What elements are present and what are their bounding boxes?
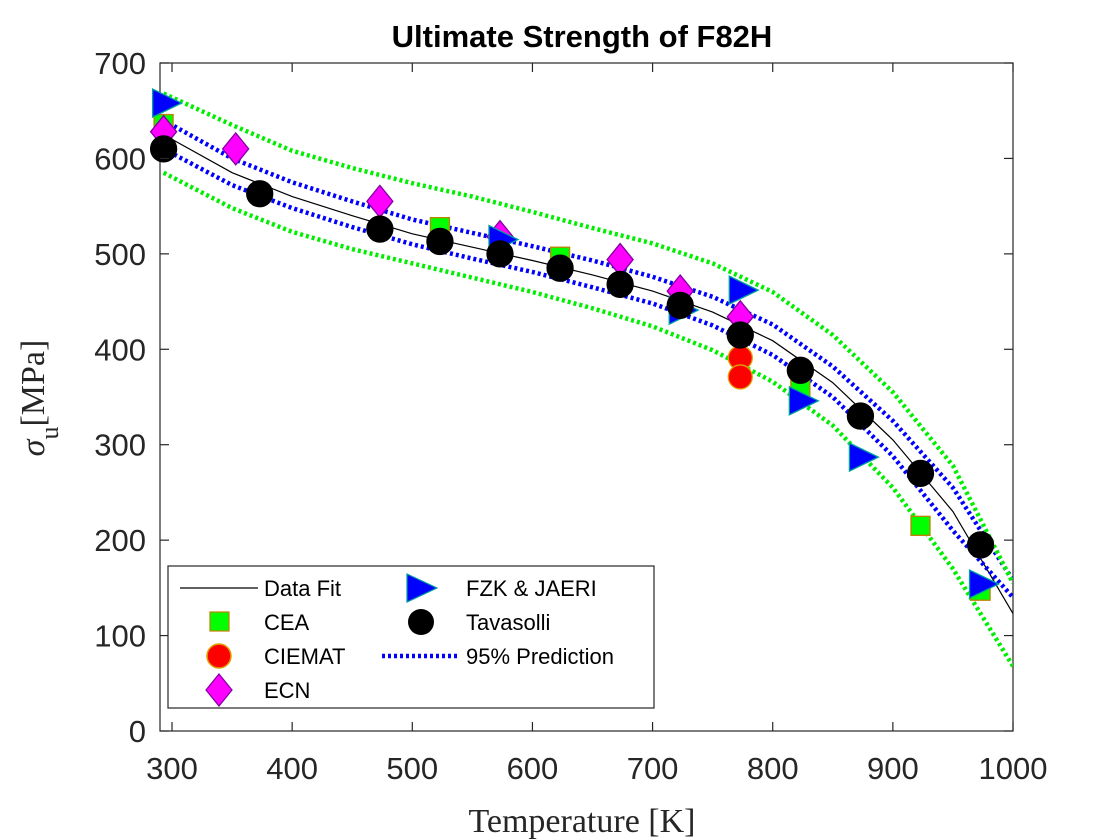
data-point-tavasolli [546, 254, 574, 282]
x-tick-label: 900 [867, 751, 919, 786]
data-point-tavasolli [846, 402, 875, 430]
x-tick-label: 700 [627, 751, 679, 786]
data-point-fzk-jaeri [848, 442, 880, 473]
data-point-ciemat [727, 364, 753, 390]
y-tick-label: 700 [94, 46, 146, 81]
legend-swatch-ciemat [206, 643, 232, 669]
y-axis: 0 100 200 300 400 500 600 700 [94, 46, 1013, 749]
y-tick-label: 600 [94, 141, 146, 176]
legend-label-fzk-jaeri: FZK & JAERI [466, 576, 597, 601]
data-point-fzk-jaeri [968, 569, 1001, 600]
data-point-tavasolli [606, 270, 634, 299]
data-point-fzk-jaeri [788, 385, 820, 416]
legend-swatch-tavasolli [408, 609, 434, 635]
y-tick-label: 500 [94, 237, 146, 272]
series-tavasolli [149, 135, 995, 559]
data-point-fzk-jaeri [728, 275, 760, 306]
fit-line-95-prediction [162, 118, 1013, 582]
y-axis-label: σu[MPa] [15, 340, 64, 457]
legend-swatch-cea [209, 611, 230, 632]
legend-label-data-fit: Data Fit [264, 576, 341, 601]
fit-line-band-3 [162, 91, 1013, 585]
data-point-ecn [221, 131, 250, 166]
data-point-tavasolli [366, 215, 394, 243]
data-point-tavasolli [246, 180, 274, 208]
y-tick-label: 400 [94, 332, 146, 367]
y-tick-label: 200 [94, 523, 146, 558]
y-axis-label-symbol: σ [15, 438, 52, 456]
series-ciemat [727, 345, 753, 390]
x-tick-label: 600 [507, 751, 559, 786]
x-tick-label: 400 [266, 751, 318, 786]
data-point-fzk-jaeri [151, 88, 184, 119]
legend-label-ciemat: CIEMAT [264, 644, 345, 669]
legend-swatch-fzk-jaeri [406, 573, 439, 603]
y-tick-label: 100 [94, 619, 146, 654]
x-axis: 300 400 500 600 700 800 900 1000 [146, 63, 1047, 786]
data-point-tavasolli [906, 459, 935, 487]
legend-label-cea: CEA [264, 610, 310, 635]
data-point-tavasolli [786, 356, 815, 384]
x-tick-label: 1000 [979, 751, 1048, 786]
legend: Data Fit CEA CIEMAT ECN FZK & JAERI Tava… [167, 565, 655, 709]
data-point-tavasolli [486, 240, 514, 268]
legend-label-ecn: ECN [264, 678, 310, 703]
y-axis-label-subscript: u [35, 427, 64, 440]
fit-line-band-4 [162, 170, 1013, 668]
chart-title: Ultimate Strength of F82H [392, 19, 773, 54]
data-point-tavasolli [149, 135, 178, 163]
x-tick-label: 500 [386, 751, 438, 786]
x-tick-label: 300 [146, 751, 198, 786]
y-tick-label: 300 [94, 428, 146, 463]
x-tick-label: 800 [747, 751, 799, 786]
y-tick-label: 0 [129, 714, 146, 749]
data-point-tavasolli [666, 291, 694, 320]
data-point-cea [910, 515, 931, 536]
x-axis-label: Temperature [K] [469, 803, 696, 840]
svg-text:σu[MPa]: σu[MPa] [15, 340, 64, 457]
data-point-tavasolli [966, 531, 995, 559]
y-axis-label-unit: [MPa] [15, 340, 52, 427]
legend-label-tavasolli: Tavasolli [466, 610, 550, 635]
data-point-tavasolli [426, 227, 454, 256]
data-point-tavasolli [726, 321, 754, 349]
legend-label-95-prediction: 95% Prediction [466, 644, 614, 669]
fit-line-band-2 [162, 146, 1013, 599]
legend-swatch-ecn [205, 673, 233, 707]
